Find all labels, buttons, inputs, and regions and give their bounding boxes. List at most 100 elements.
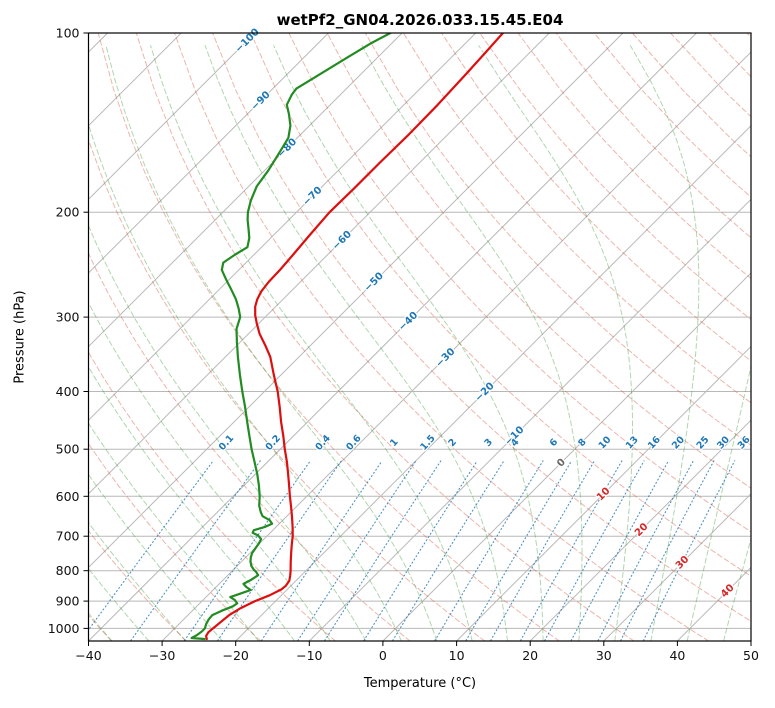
moist-adiabat-line xyxy=(88,224,367,641)
x-tick-label: −10 xyxy=(296,648,322,663)
y-tick-label: 700 xyxy=(56,529,80,544)
isotherm-label: −100 xyxy=(233,27,261,55)
isotherm-line xyxy=(750,640,751,641)
x-tick-labels: −40 −30 −20 −10 0 10 20 30 40 50 xyxy=(75,641,759,663)
mixing-ratio-line xyxy=(392,460,505,641)
mixing-ratio-line xyxy=(297,460,417,641)
dry-adiabat-line xyxy=(88,529,187,641)
sounding-curves xyxy=(190,33,504,641)
mixing-ratio-line xyxy=(642,460,736,641)
mixing-ratio-line xyxy=(597,460,694,641)
mixing-ratio-label: 1 xyxy=(388,437,401,449)
mixing-ratio-label: 3 xyxy=(482,437,495,449)
isotherm-line xyxy=(88,33,477,421)
y-tick-label: 200 xyxy=(56,205,80,220)
mixing-ratio-line xyxy=(130,460,261,641)
dry-adiabat-line xyxy=(88,614,112,641)
moist-adiabat-line xyxy=(204,45,508,641)
mixing-ratio-line xyxy=(544,460,645,641)
moist-adiabat-line xyxy=(88,122,402,641)
dry-adiabat-line xyxy=(88,138,486,641)
moist-adiabat-line xyxy=(88,521,187,641)
isotherm-line xyxy=(456,345,751,641)
moist-adiabat-line xyxy=(273,45,544,641)
mixing-ratio-label: 6 xyxy=(548,436,561,449)
dry-adiabat-line xyxy=(708,33,751,78)
mixing-ratio-line xyxy=(88,460,214,631)
moist-adiabat-line xyxy=(686,363,751,641)
mixing-ratio-label: 8 xyxy=(576,436,589,449)
isotherm-line xyxy=(677,566,751,641)
dry-adiabat-line xyxy=(517,33,751,280)
isotherm-line xyxy=(88,33,329,274)
y-tick-label: 300 xyxy=(56,310,80,325)
mixing-ratio-line xyxy=(183,460,311,641)
y-tick-label: 500 xyxy=(56,442,80,457)
dry-adiabat-line xyxy=(88,252,411,641)
isotherm-label: −90 xyxy=(249,89,273,113)
moist-adiabat-line xyxy=(629,45,700,641)
isobar-lines xyxy=(88,32,751,629)
dry-adiabat-line xyxy=(88,442,262,641)
isotherm-line xyxy=(88,33,403,348)
isotherm-line xyxy=(235,124,751,641)
moist-adiabat-line xyxy=(723,537,751,641)
mixing-ratio-line xyxy=(324,460,442,641)
isotherm-line xyxy=(88,33,256,201)
dry-adiabat-line xyxy=(364,33,751,446)
moist-adiabat-line xyxy=(88,612,113,641)
mixing-ratio-line xyxy=(363,460,478,641)
moist-adiabat-lines xyxy=(88,45,751,641)
y-tick-label: 1000 xyxy=(48,621,80,636)
y-tick-label: 100 xyxy=(56,26,80,41)
temperature-curve xyxy=(205,33,504,641)
moist-adiabat-line xyxy=(361,45,583,641)
dry-adiabat-line xyxy=(288,33,751,533)
moist-adiabat-line xyxy=(105,45,438,641)
x-tick-label: 50 xyxy=(743,648,759,663)
isotherm-line xyxy=(88,33,697,641)
isotherm-line xyxy=(382,272,751,641)
mixing-ratio-line xyxy=(434,460,544,641)
dry-adiabat-line xyxy=(97,33,560,641)
x-tick-label: 30 xyxy=(596,648,612,663)
y-tick-label: 800 xyxy=(56,563,80,578)
x-tick-label: 20 xyxy=(522,648,538,663)
moist-adiabat-line xyxy=(88,567,150,641)
isotherm-line xyxy=(529,419,751,641)
mixing-ratio-line xyxy=(260,460,383,641)
dry-adiabat-line xyxy=(212,33,751,622)
mixing-ratio-line xyxy=(620,460,715,641)
moist-adiabat-line xyxy=(88,301,331,641)
dry-adiabat-line xyxy=(250,33,751,577)
isotherm-lines xyxy=(0,33,751,641)
dry-adiabat-line xyxy=(631,33,751,158)
mixing-ratio-labels: 0.1 0.2 0.4 0.6 1 1.5 2 3 4 6 8 10 13 16 20 25 30 36 xyxy=(216,432,754,454)
mixing-ratio-label: 0.4 xyxy=(313,433,333,453)
moist-adiabat-line xyxy=(478,45,633,641)
mixing-ratio-lines xyxy=(88,460,736,641)
isotherm-line xyxy=(88,33,624,569)
dry-adiabat-line xyxy=(88,351,336,641)
dry-adiabat-line xyxy=(441,33,751,362)
dry-adiabat-line xyxy=(135,33,635,641)
x-tick-label: −30 xyxy=(149,648,175,663)
isotherm-line xyxy=(161,51,751,641)
y-tick-label: 400 xyxy=(56,384,80,399)
isotherm-line xyxy=(0,33,34,641)
isotherm-label: 0 xyxy=(555,457,568,470)
mixing-ratio-label: 0.6 xyxy=(344,433,364,453)
mixing-ratio-line xyxy=(465,460,573,641)
dry-adiabat-line xyxy=(555,33,751,239)
x-tick-label: −40 xyxy=(75,648,101,663)
isotherm-line xyxy=(88,33,182,127)
mixing-ratio-line xyxy=(217,460,342,641)
dry-adiabat-line xyxy=(479,33,751,321)
y-tick-labels: 100 200 300 400 500 600 700 800 900 1000 xyxy=(48,26,89,636)
dry-adiabat-line xyxy=(670,33,751,118)
x-tick-label: 10 xyxy=(449,648,465,663)
plot-frame xyxy=(87,32,752,642)
